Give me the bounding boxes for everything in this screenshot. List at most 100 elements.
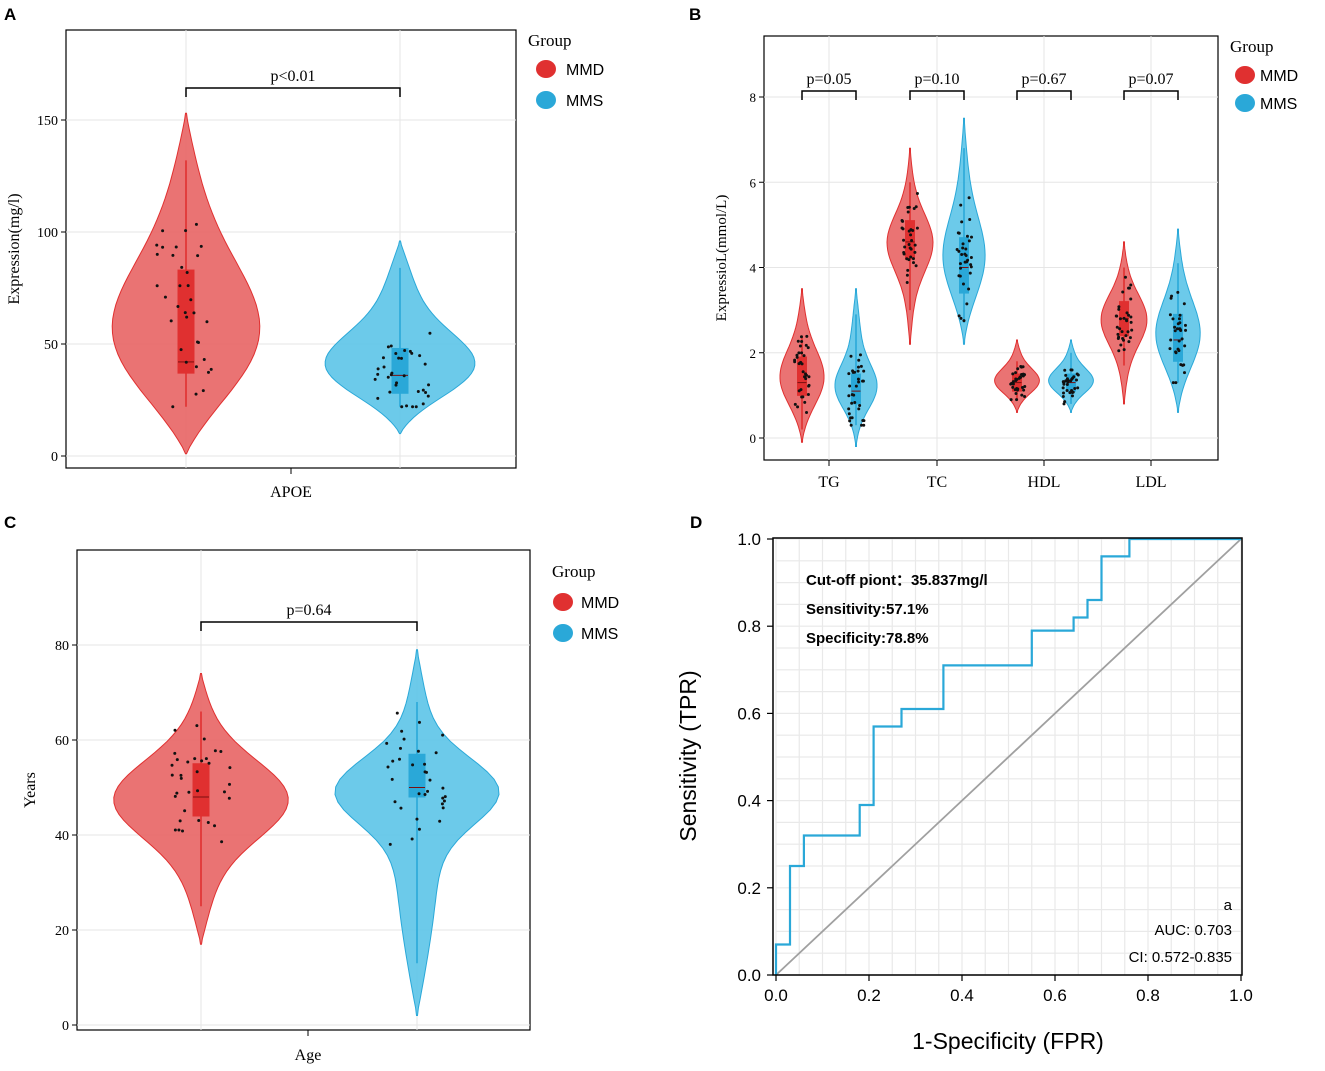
d-ytick-label: 0.4 bbox=[737, 792, 761, 811]
c-mms-point bbox=[428, 778, 432, 782]
a-mms-point bbox=[414, 405, 418, 409]
a-mmd-point bbox=[163, 295, 167, 299]
c-mmd-point bbox=[193, 757, 197, 761]
d-ytick-label: 0.2 bbox=[737, 879, 761, 898]
b-mmd-point bbox=[906, 268, 910, 272]
b-mmd-point bbox=[1014, 377, 1018, 381]
c-mmd-point bbox=[186, 760, 190, 764]
b-mmd-point bbox=[915, 226, 919, 230]
b-mms-point bbox=[964, 253, 968, 257]
c-mms-point bbox=[441, 796, 445, 800]
b-mms-point bbox=[961, 246, 965, 250]
legend-swatch-mmd-c bbox=[553, 593, 573, 611]
panel-letter-c: C bbox=[4, 513, 16, 532]
a-mmd-point bbox=[206, 370, 210, 374]
b-mms-point bbox=[857, 380, 861, 384]
a-mmd-point bbox=[161, 245, 165, 249]
b-mmd-point bbox=[907, 242, 911, 246]
b-mms-point bbox=[861, 418, 865, 422]
legend-label-mmd-b: MMD bbox=[1260, 68, 1298, 85]
b-mms-point bbox=[962, 319, 966, 323]
b-mms-point bbox=[1176, 290, 1180, 294]
c-mms-point bbox=[410, 837, 414, 841]
b-mms-point bbox=[1169, 338, 1173, 342]
b-mmd-point bbox=[1115, 314, 1119, 318]
d-xtick-label: 0.4 bbox=[950, 986, 974, 1005]
b-mms-point bbox=[969, 263, 973, 267]
b-mms-point bbox=[1173, 329, 1177, 333]
c-mmd-point bbox=[170, 773, 174, 777]
c-mmd-point bbox=[202, 737, 206, 741]
a-mms-point bbox=[416, 390, 420, 394]
b-mms-point bbox=[1177, 317, 1181, 321]
b-mms-point bbox=[1071, 390, 1075, 394]
c-mmd-point bbox=[197, 819, 201, 823]
b-mmd-point bbox=[905, 280, 909, 284]
a-mmd-point bbox=[186, 284, 190, 288]
b-mmd-point bbox=[804, 373, 808, 377]
b-mmd-point bbox=[915, 191, 919, 195]
c-mms-point bbox=[411, 763, 415, 767]
b-mms-point bbox=[1076, 386, 1080, 390]
a-mmd-point bbox=[161, 229, 165, 233]
b-mmd-point bbox=[1117, 305, 1121, 309]
b-mmd-point bbox=[1118, 317, 1122, 321]
c-mms-point bbox=[398, 757, 402, 761]
b-mmd-point bbox=[1127, 313, 1131, 317]
a-mmd-point bbox=[209, 367, 213, 371]
b-mmd-point bbox=[1123, 275, 1127, 279]
b-mms-point bbox=[1173, 325, 1177, 329]
b-mms-point bbox=[959, 266, 963, 270]
b-mms-point bbox=[957, 249, 961, 253]
c-mmd-box bbox=[192, 763, 210, 817]
b-mms-point bbox=[848, 384, 852, 388]
d-ytick-label: 0.0 bbox=[737, 966, 761, 985]
a-ytick-label: 100 bbox=[37, 226, 58, 241]
b-mms-point bbox=[848, 419, 852, 423]
c-mmd-point bbox=[178, 819, 182, 823]
b-mms-point bbox=[858, 404, 862, 408]
b-mmd-point bbox=[1130, 328, 1134, 332]
b-mms-point bbox=[1066, 380, 1070, 384]
b-mms-point bbox=[1061, 394, 1065, 398]
b-mmd-point bbox=[1015, 398, 1019, 402]
c-mmd-point bbox=[177, 828, 181, 832]
c-mms-point bbox=[417, 792, 421, 796]
b-mms-point bbox=[1063, 368, 1067, 372]
a-mms-point bbox=[395, 381, 399, 385]
b-mms-point bbox=[961, 282, 965, 286]
b-mmd-point bbox=[797, 362, 801, 366]
b-mmd-point bbox=[1019, 375, 1023, 379]
b-mmd-point bbox=[1010, 381, 1014, 385]
b-mms-point bbox=[967, 287, 971, 291]
b-xtick-label: TC bbox=[927, 474, 947, 491]
b-mmd-point bbox=[1117, 307, 1121, 311]
a-mms-point bbox=[405, 404, 409, 408]
a-mms-point bbox=[373, 377, 377, 381]
d-xtick-label: 0.6 bbox=[1043, 986, 1067, 1005]
y-axis-label-b: ExpressioL(mmol/L) bbox=[714, 195, 730, 322]
c-mms-point bbox=[426, 789, 430, 793]
b-mms-point bbox=[1168, 313, 1172, 317]
ci-annotation: CI: 0.572-0.835 bbox=[1129, 949, 1232, 966]
c-mms-point bbox=[399, 806, 403, 810]
a-mms-point bbox=[381, 356, 385, 360]
b-mmd-point bbox=[1011, 372, 1015, 376]
c-mms-point bbox=[425, 770, 429, 774]
b-mmd-point bbox=[912, 206, 916, 210]
b-mms-point bbox=[1064, 373, 1068, 377]
legend-title-b: Group bbox=[1230, 37, 1273, 56]
b-mms-point bbox=[1175, 327, 1179, 331]
a-mms-point bbox=[394, 351, 398, 355]
c-mms-point bbox=[438, 819, 442, 823]
b-mms-point bbox=[965, 302, 969, 306]
legend-swatch-mms-a bbox=[536, 91, 556, 109]
b-mmd-point bbox=[907, 205, 911, 209]
b-mms-point bbox=[1181, 363, 1185, 367]
b-mmd-point bbox=[1115, 325, 1119, 329]
a-mmd-point bbox=[194, 222, 198, 226]
c-mms-point bbox=[440, 802, 444, 806]
a-mmd-point bbox=[171, 405, 175, 409]
y-axis-label-c: Years bbox=[22, 772, 39, 808]
c-mmd-point bbox=[187, 790, 191, 794]
